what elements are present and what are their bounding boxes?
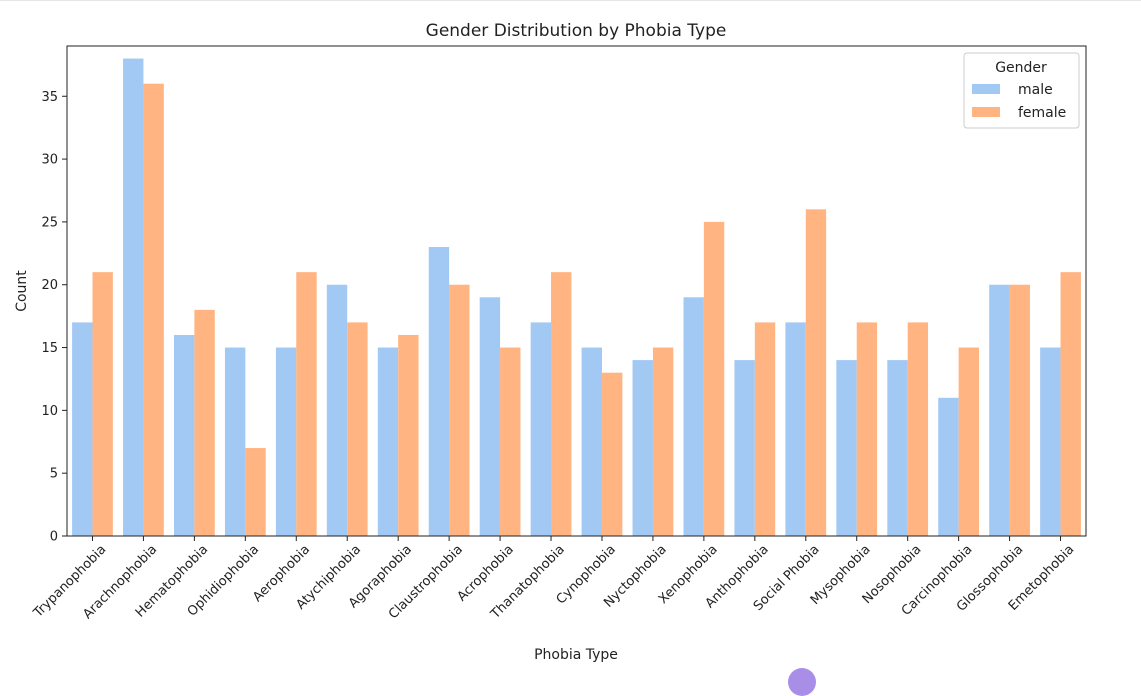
legend-swatch-female bbox=[972, 107, 1000, 117]
bar-male-9 bbox=[530, 322, 552, 536]
bar-female-14 bbox=[805, 209, 827, 537]
bar-female-17 bbox=[958, 347, 980, 536]
x-axis: TrypanophobiaArachnophobiaHematophobiaOp… bbox=[30, 536, 1077, 623]
legend-label-male: male bbox=[1018, 82, 1053, 98]
y-axis: 0 5 10 15 20 25 30 35 bbox=[41, 90, 67, 545]
bar-male-5 bbox=[326, 284, 348, 536]
bar-male-7 bbox=[428, 247, 450, 536]
bar-female-9 bbox=[551, 272, 572, 536]
bar-male-18 bbox=[989, 284, 1010, 536]
y-tick-label: 10 bbox=[41, 404, 58, 419]
bar-female-5 bbox=[347, 322, 368, 536]
bar-female-12 bbox=[703, 221, 725, 536]
x-axis-title: Phobia Type bbox=[534, 647, 618, 663]
bar-male-15 bbox=[836, 360, 857, 536]
y-tick-label: 0 bbox=[50, 530, 58, 545]
bar-female-13 bbox=[754, 322, 776, 536]
bar-female-18 bbox=[1009, 284, 1030, 536]
bar-female-8 bbox=[500, 347, 521, 536]
bar-male-1 bbox=[123, 58, 144, 537]
bar-female-7 bbox=[449, 284, 470, 536]
bar-male-13 bbox=[734, 360, 755, 536]
y-axis-title: Count bbox=[14, 270, 30, 312]
bar-male-3 bbox=[224, 347, 246, 536]
bar-female-15 bbox=[856, 322, 878, 536]
bar-female-19 bbox=[1060, 272, 1081, 536]
legend: Gender male female bbox=[963, 52, 1080, 129]
cursor-indicator bbox=[788, 668, 816, 696]
bar-female-11 bbox=[652, 347, 674, 536]
y-tick-label: 25 bbox=[41, 215, 58, 230]
bar-female-16 bbox=[907, 322, 929, 536]
top-border-line bbox=[0, 0, 1141, 1]
bar-female-10 bbox=[601, 372, 623, 536]
bar-female-4 bbox=[296, 272, 317, 536]
bar-female-6 bbox=[398, 334, 419, 536]
bar-female-0 bbox=[92, 272, 113, 536]
bar-female-1 bbox=[143, 83, 164, 536]
chart-title: Gender Distribution by Phobia Type bbox=[426, 21, 727, 41]
y-tick-label: 35 bbox=[41, 90, 58, 105]
bar-male-16 bbox=[887, 360, 908, 536]
bar-male-17 bbox=[938, 397, 959, 536]
bar-male-10 bbox=[581, 347, 602, 536]
bar-male-6 bbox=[377, 347, 399, 536]
bar-male-11 bbox=[632, 360, 653, 536]
bar-chart: Gender Distribution by Phobia Type 0 5 10 1… bbox=[14, 21, 1087, 663]
y-tick-label: 20 bbox=[41, 278, 58, 293]
bar-male-12 bbox=[683, 297, 704, 536]
bars-group bbox=[72, 58, 1081, 537]
y-tick-label: 5 bbox=[50, 467, 58, 482]
bar-male-19 bbox=[1040, 347, 1061, 536]
plot-frame bbox=[66, 45, 1087, 537]
bar-male-2 bbox=[173, 334, 195, 536]
y-tick-label: 30 bbox=[41, 153, 58, 168]
bar-male-0 bbox=[72, 322, 93, 536]
bar-female-2 bbox=[194, 309, 215, 536]
bar-male-8 bbox=[479, 297, 501, 536]
bar-female-3 bbox=[245, 448, 266, 536]
legend-label-female: female bbox=[1018, 105, 1066, 121]
bar-male-4 bbox=[275, 347, 297, 536]
legend-title: Gender bbox=[995, 60, 1047, 76]
bar-male-14 bbox=[785, 322, 806, 536]
y-tick-label: 15 bbox=[41, 341, 58, 356]
legend-swatch-male bbox=[972, 84, 1000, 94]
